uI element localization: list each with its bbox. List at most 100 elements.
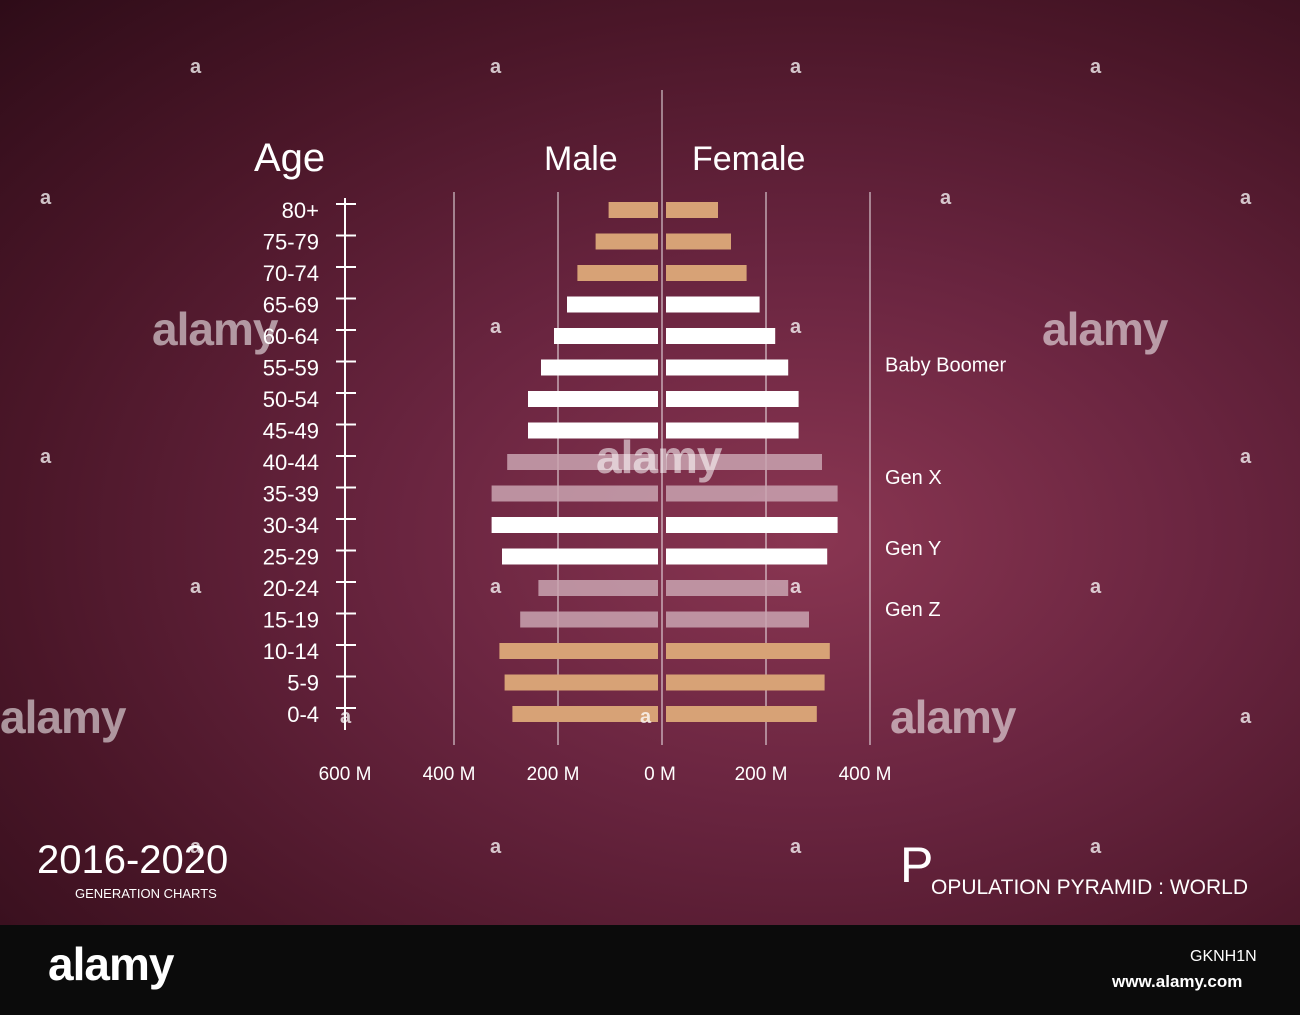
watermark-mark: a [340, 706, 352, 728]
bar-female [666, 548, 828, 565]
generation-charts-label: GENERATION CHARTS [75, 886, 217, 901]
bar-female [666, 706, 817, 722]
generation-label: Baby Boomer [885, 355, 1007, 377]
watermark-mark: a [490, 836, 502, 858]
watermark-logo: alamy [0, 691, 126, 743]
population-pyramid-chart: 80+ 75-79 70-74 65-69 60-64 55-59 50-54 45-49 40… [263, 90, 1007, 785]
watermark-logo: alamy [890, 691, 1016, 743]
age-tick-label: 45-49 [263, 419, 319, 444]
bar-female [666, 643, 830, 659]
bar-female [666, 454, 822, 470]
bar-female [666, 580, 789, 596]
footer-bar [0, 925, 1300, 1015]
watermark-logo: alamy [48, 938, 174, 990]
bar-female [666, 674, 825, 691]
watermark-mark: a [40, 187, 52, 209]
bar-male [577, 265, 658, 281]
watermark-mark: a [790, 316, 802, 338]
watermark-mark: a [790, 836, 802, 858]
bar-female [666, 422, 799, 439]
chart-title: OPULATION PYRAMID : WORLD [931, 876, 1248, 899]
bar-male [528, 391, 658, 407]
bar-female [666, 359, 789, 376]
watermark-mark: a [790, 56, 802, 78]
x-tick-label: 400 M [839, 764, 892, 785]
watermark-mark: a [940, 187, 952, 209]
x-tick-label: 0 M [644, 764, 676, 785]
watermark-mark: a [490, 576, 502, 598]
x-tick-label: 400 M [423, 764, 476, 785]
age-tick-label: 50-54 [263, 387, 319, 412]
watermark-mark: a [1240, 187, 1252, 209]
watermark-mark: a [490, 316, 502, 338]
bar-male [502, 548, 658, 565]
watermark-mark: a [1090, 836, 1102, 858]
generation-label: Gen X [885, 467, 942, 489]
bar-male [528, 422, 658, 439]
generation-label: Gen Z [885, 599, 941, 621]
bar-female [666, 296, 760, 313]
watermark-id: GKNH1N [1190, 948, 1257, 965]
bar-male [567, 296, 658, 313]
watermark-mark: a [1090, 576, 1102, 598]
bar-female [666, 328, 776, 344]
watermark-mark: a [190, 576, 202, 598]
bar-male [507, 454, 658, 470]
watermark-mark: a [790, 576, 802, 598]
age-heading: Age [254, 136, 326, 180]
bar-male [504, 674, 658, 691]
watermark-logo: alamy [152, 303, 278, 355]
bar-female [666, 517, 838, 533]
bar-male [520, 611, 658, 628]
bar-male [541, 359, 658, 376]
bar-male [554, 328, 658, 344]
age-tick-label: 35-39 [263, 482, 319, 507]
bar-female [666, 485, 838, 502]
x-tick-label: 200 M [527, 764, 580, 785]
chart-title-initial: P [900, 837, 934, 893]
watermark-mark: a [190, 56, 202, 78]
bar-female [666, 611, 809, 628]
bar-male [491, 517, 658, 533]
watermark-logo: alamy [596, 431, 722, 483]
age-tick-label: 55-59 [263, 356, 319, 381]
watermark-mark: a [1240, 446, 1252, 468]
generation-label: Gen Y [885, 538, 941, 560]
bar-male [499, 643, 658, 659]
bar-female [666, 202, 718, 218]
bar-male [608, 202, 658, 218]
age-tick-label: 75-79 [263, 230, 319, 255]
age-tick-label: 65-69 [263, 293, 319, 318]
x-tick-label: 200 M [735, 764, 788, 785]
years-label: 2016-2020 [37, 838, 229, 882]
bar-male [595, 233, 658, 250]
age-tick-label: 15-19 [263, 608, 319, 633]
watermark-logo: alamy [1042, 303, 1168, 355]
age-tick-label: 60-64 [263, 324, 319, 349]
male-heading: Male [544, 140, 618, 178]
bar-female [666, 265, 747, 281]
watermark-mark: a [1240, 706, 1252, 728]
age-tick-label: 20-24 [263, 576, 319, 601]
bar-male [538, 580, 658, 596]
female-heading: Female [692, 140, 806, 178]
age-tick-label: 0-4 [287, 702, 319, 727]
bar-male [512, 706, 658, 722]
watermark-url: www.alamy.com [1112, 972, 1243, 991]
x-tick-label: 600 M [319, 764, 372, 785]
bar-female [666, 233, 731, 250]
watermark-mark: a [190, 836, 202, 858]
age-tick-label: 40-44 [263, 450, 319, 475]
watermark-mark: a [40, 446, 52, 468]
bar-male [491, 485, 658, 502]
bar-female [666, 391, 799, 407]
watermark-mark: a [490, 56, 502, 78]
watermark-mark: a [640, 706, 652, 728]
age-tick-label: 70-74 [263, 261, 319, 286]
age-tick-label: 80+ [282, 198, 319, 223]
age-tick-label: 25-29 [263, 545, 319, 570]
age-tick-label: 5-9 [287, 671, 319, 696]
age-tick-label: 10-14 [263, 639, 319, 664]
watermark-mark: a [1090, 56, 1102, 78]
age-tick-label: 30-34 [263, 513, 319, 538]
